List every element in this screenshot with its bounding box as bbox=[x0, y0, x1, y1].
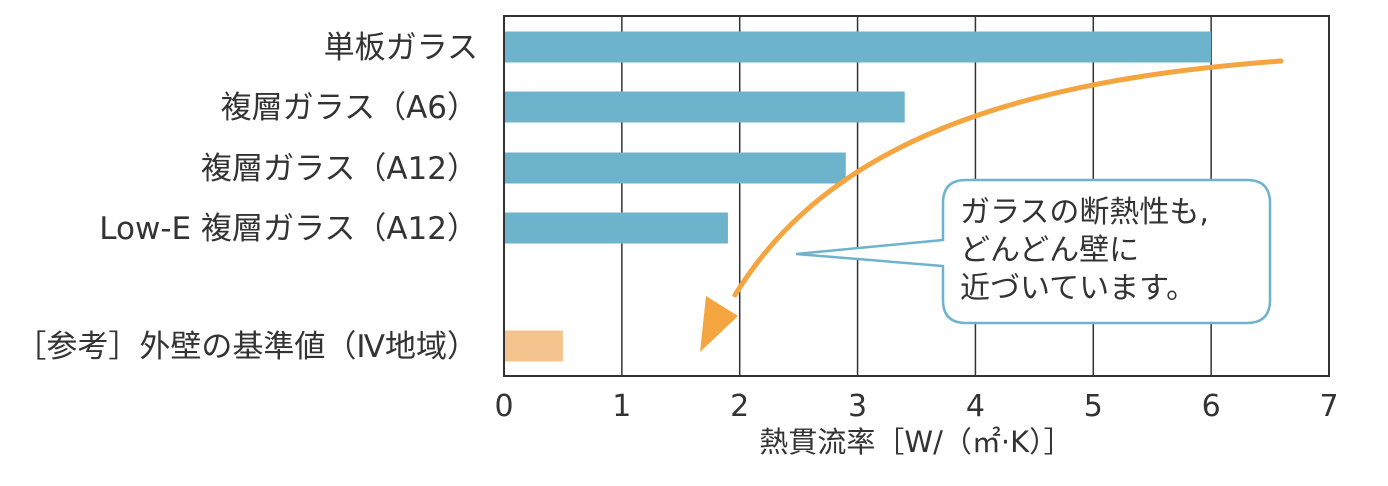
tick-label: 1 bbox=[612, 389, 631, 424]
tick-label: 7 bbox=[1319, 389, 1338, 424]
bar bbox=[505, 91, 905, 123]
callout-line: どんどん壁に bbox=[960, 233, 1139, 268]
category-label: 複層ガラス（A12） bbox=[201, 151, 478, 187]
plot-border bbox=[503, 15, 1330, 377]
bars bbox=[505, 31, 1212, 362]
tick-label: 6 bbox=[1202, 389, 1221, 424]
bar bbox=[505, 31, 1212, 63]
callout-line: 近づいています。 bbox=[960, 271, 1196, 306]
trend-arrow bbox=[700, 58, 1284, 352]
plot-frame bbox=[503, 15, 1330, 377]
tick-label: 0 bbox=[494, 389, 513, 424]
x-axis-title: 熱貫流率［W/（㎡·K）］ bbox=[759, 425, 1072, 459]
x-tick-labels: 0 1 2 3 4 5 6 7 bbox=[494, 389, 1338, 424]
tick-label: 4 bbox=[966, 389, 985, 424]
tick-label: 2 bbox=[730, 389, 749, 424]
category-label: ［参考］外壁の基準値（Ⅳ地域） bbox=[15, 329, 478, 365]
category-label: 単板ガラス bbox=[324, 30, 478, 66]
bar bbox=[505, 152, 846, 184]
category-label: Low-E 複層ガラス（A12） bbox=[99, 211, 478, 247]
arrow-head bbox=[700, 296, 738, 352]
tick-label: 3 bbox=[848, 389, 867, 424]
bar bbox=[505, 330, 563, 362]
bar bbox=[505, 212, 728, 244]
callout-line: ガラスの断熱性も, bbox=[960, 195, 1209, 230]
arrow-shaft bbox=[732, 58, 1284, 298]
category-label: 複層ガラス（A6） bbox=[221, 90, 478, 126]
tick-label: 5 bbox=[1084, 389, 1103, 424]
callout-shape bbox=[795, 178, 1272, 325]
